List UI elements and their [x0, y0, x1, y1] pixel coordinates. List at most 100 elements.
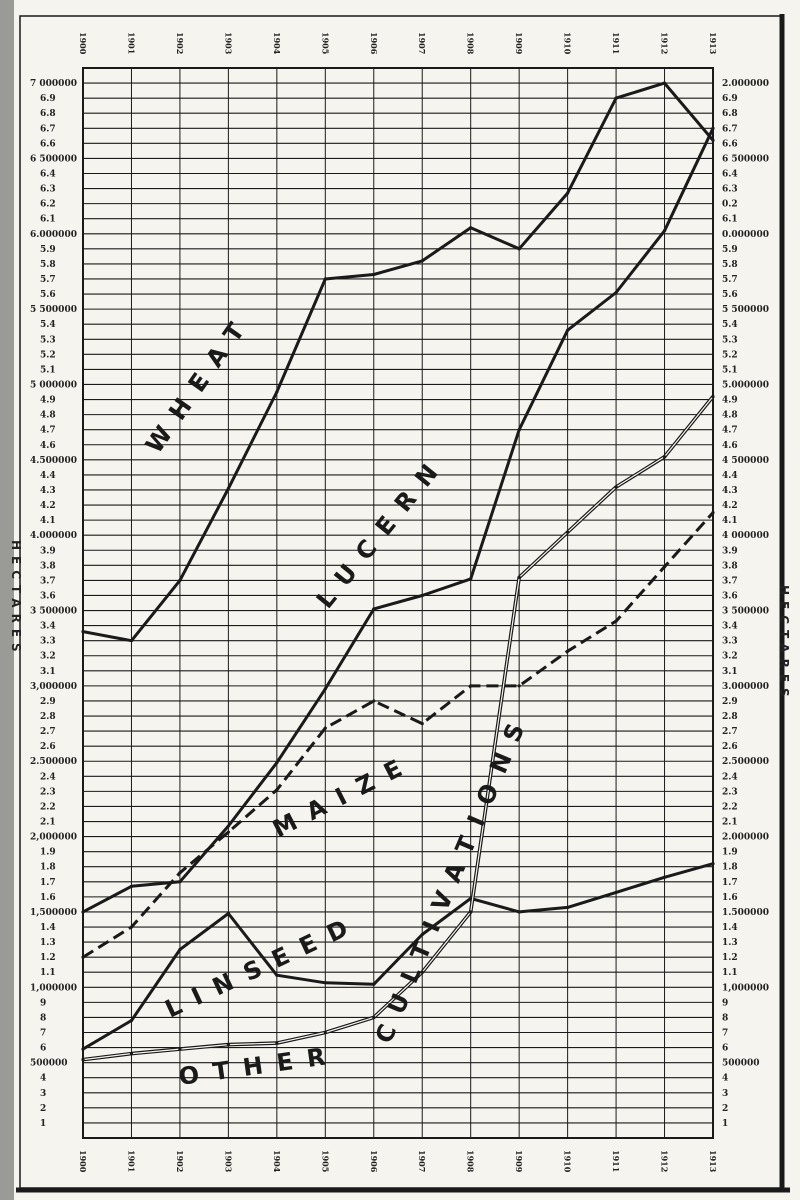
series-lucern-point	[614, 290, 618, 295]
y-tick-label-left: 3.1	[40, 667, 56, 677]
y-tick-label-left: 2.4	[40, 772, 56, 782]
series-other-cultivations-point	[178, 1047, 182, 1051]
y-tick-label-left: 3,000000	[30, 682, 77, 692]
y-tick-label-right: 5 500000	[722, 305, 769, 315]
y-tick-label-left: 2.1	[40, 818, 56, 828]
y-tick-label-right: 4.8	[722, 411, 738, 421]
y-tick-label-left: 6.8	[40, 109, 56, 119]
series-lucern-point	[517, 428, 521, 432]
x-tick-label-top: 1911	[611, 32, 621, 54]
y-tick-label-right: 3.6	[722, 591, 738, 601]
series-other-cultivations-point	[469, 910, 473, 914]
x-tick-label-bottom: 1909	[514, 1150, 524, 1173]
y-tick-label-left: 6.4	[40, 169, 56, 179]
y-tick-label-right: 1.4	[722, 923, 738, 933]
y-tick-label-left: 5.9	[40, 245, 56, 255]
y-tick-label-right: 1.7	[722, 878, 738, 888]
y-tick-label-right: 2.6	[722, 742, 738, 752]
y-tick-label-left: 7 000000	[30, 79, 77, 89]
x-tick-label-top: 1908	[466, 32, 476, 55]
y-tick-label-left: 5 000000	[30, 380, 77, 390]
series-lucern-point	[129, 884, 134, 888]
series-maize-point	[662, 565, 667, 569]
y-tick-label-left: 2.3	[40, 787, 56, 797]
series-linseed-point	[81, 1047, 85, 1051]
series-other-cultivations-point	[372, 1015, 376, 1020]
series-maize-point	[517, 684, 521, 688]
y-tick-label-left: 5.4	[40, 320, 56, 330]
series-lucern-point	[662, 229, 667, 233]
y-axis-label-left: HECTARES	[9, 540, 23, 658]
y-tick-label-right: 5.6	[722, 290, 738, 300]
series-lucern-point	[566, 328, 570, 332]
y-tick-label-left: 9	[40, 998, 46, 1008]
y-tick-label-left: 5 500000	[30, 305, 77, 315]
y-tick-label-right: 1,000000	[722, 983, 769, 993]
y-tick-label-left: 6.9	[40, 94, 56, 104]
series-wheat-point	[81, 630, 85, 634]
y-tick-label-left: 3.6	[40, 591, 56, 601]
x-tick-label-bottom: 1908	[466, 1150, 476, 1173]
y-tick-label-right: 6.3	[722, 185, 738, 195]
y-tick-label-right: 2.9	[722, 697, 738, 707]
series-lucern-point	[469, 577, 473, 581]
series-maize-point	[566, 649, 570, 653]
series-linseed-point	[711, 862, 715, 866]
y-tick-label-left: 1.9	[40, 848, 56, 858]
series-wheat-point	[711, 138, 715, 142]
y-tick-label-left: 6.2	[40, 200, 56, 210]
label-wheat: WHEAT	[140, 306, 258, 458]
y-tick-label-left: 8	[40, 1013, 46, 1023]
series-wheat-point	[372, 272, 376, 277]
series-lucern-point	[372, 607, 376, 611]
y-tick-label-right: 5.1	[722, 365, 738, 375]
series-linseed-point	[566, 905, 570, 910]
x-tick-label-top: 1901	[126, 32, 136, 54]
series-wheat-point	[129, 639, 134, 643]
series-maize-point	[469, 684, 473, 688]
y-tick-label-right: 1.6	[722, 893, 738, 903]
series-lucern-point	[226, 824, 230, 828]
scan-edge	[0, 0, 14, 1200]
series-other-cultivations-point	[275, 1041, 279, 1045]
series-wheat-point	[323, 277, 327, 281]
series-lucern-point	[420, 593, 424, 598]
x-tick-label-top: 1912	[660, 32, 670, 54]
y-tick-label-right: 3.1	[722, 667, 738, 677]
y-tick-label-right: 5.2	[722, 350, 738, 360]
series-maize-point	[226, 830, 230, 834]
label-lucern: LUCERN	[311, 448, 453, 614]
series-wheat-point	[566, 191, 570, 195]
series-linseed-point	[614, 890, 618, 894]
y-tick-label-left: 1.4	[40, 923, 56, 933]
y-tick-label-right: 6.9	[722, 94, 738, 104]
series-maize-point	[323, 726, 327, 730]
y-tick-label-left: 6.6	[40, 139, 56, 149]
y-tick-label-left: 500000	[30, 1059, 68, 1069]
y-tick-label-left: 4.7	[40, 426, 56, 436]
y-tick-label-left: 3.3	[40, 637, 56, 647]
y-tick-label-right: 1	[722, 1119, 728, 1129]
series-lucern-point	[178, 880, 182, 884]
y-tick-label-left: 3.4	[40, 622, 56, 632]
y-tick-label-right: 3.2	[722, 652, 738, 662]
y-tick-label-left: 1.8	[40, 863, 56, 873]
y-tick-label-right: 2.000000	[722, 833, 769, 843]
y-tick-label-left: 5.7	[40, 275, 56, 285]
series-wheat-line	[82, 81, 715, 643]
x-tick-label-top: 1906	[369, 32, 379, 55]
x-tick-label-bottom: 1907	[417, 1150, 427, 1172]
y-tick-label-left: 3 500000	[30, 607, 77, 617]
y-tick-label-left: 3	[40, 1089, 46, 1099]
x-tick-label-top: 1904	[272, 32, 282, 55]
y-tick-label-left: 4.3	[40, 486, 56, 496]
grid	[82, 68, 714, 1138]
series-maize-point	[372, 699, 376, 703]
x-tick-label-top: 1903	[223, 32, 233, 55]
series-other-cultivations-point	[226, 1042, 230, 1047]
y-tick-label-left: 1.7	[40, 878, 56, 888]
y-axis-label-right: HECTARES	[777, 585, 791, 703]
y-tick-label-left: 3.2	[40, 652, 56, 662]
series-other-cultivations-point	[420, 970, 424, 974]
